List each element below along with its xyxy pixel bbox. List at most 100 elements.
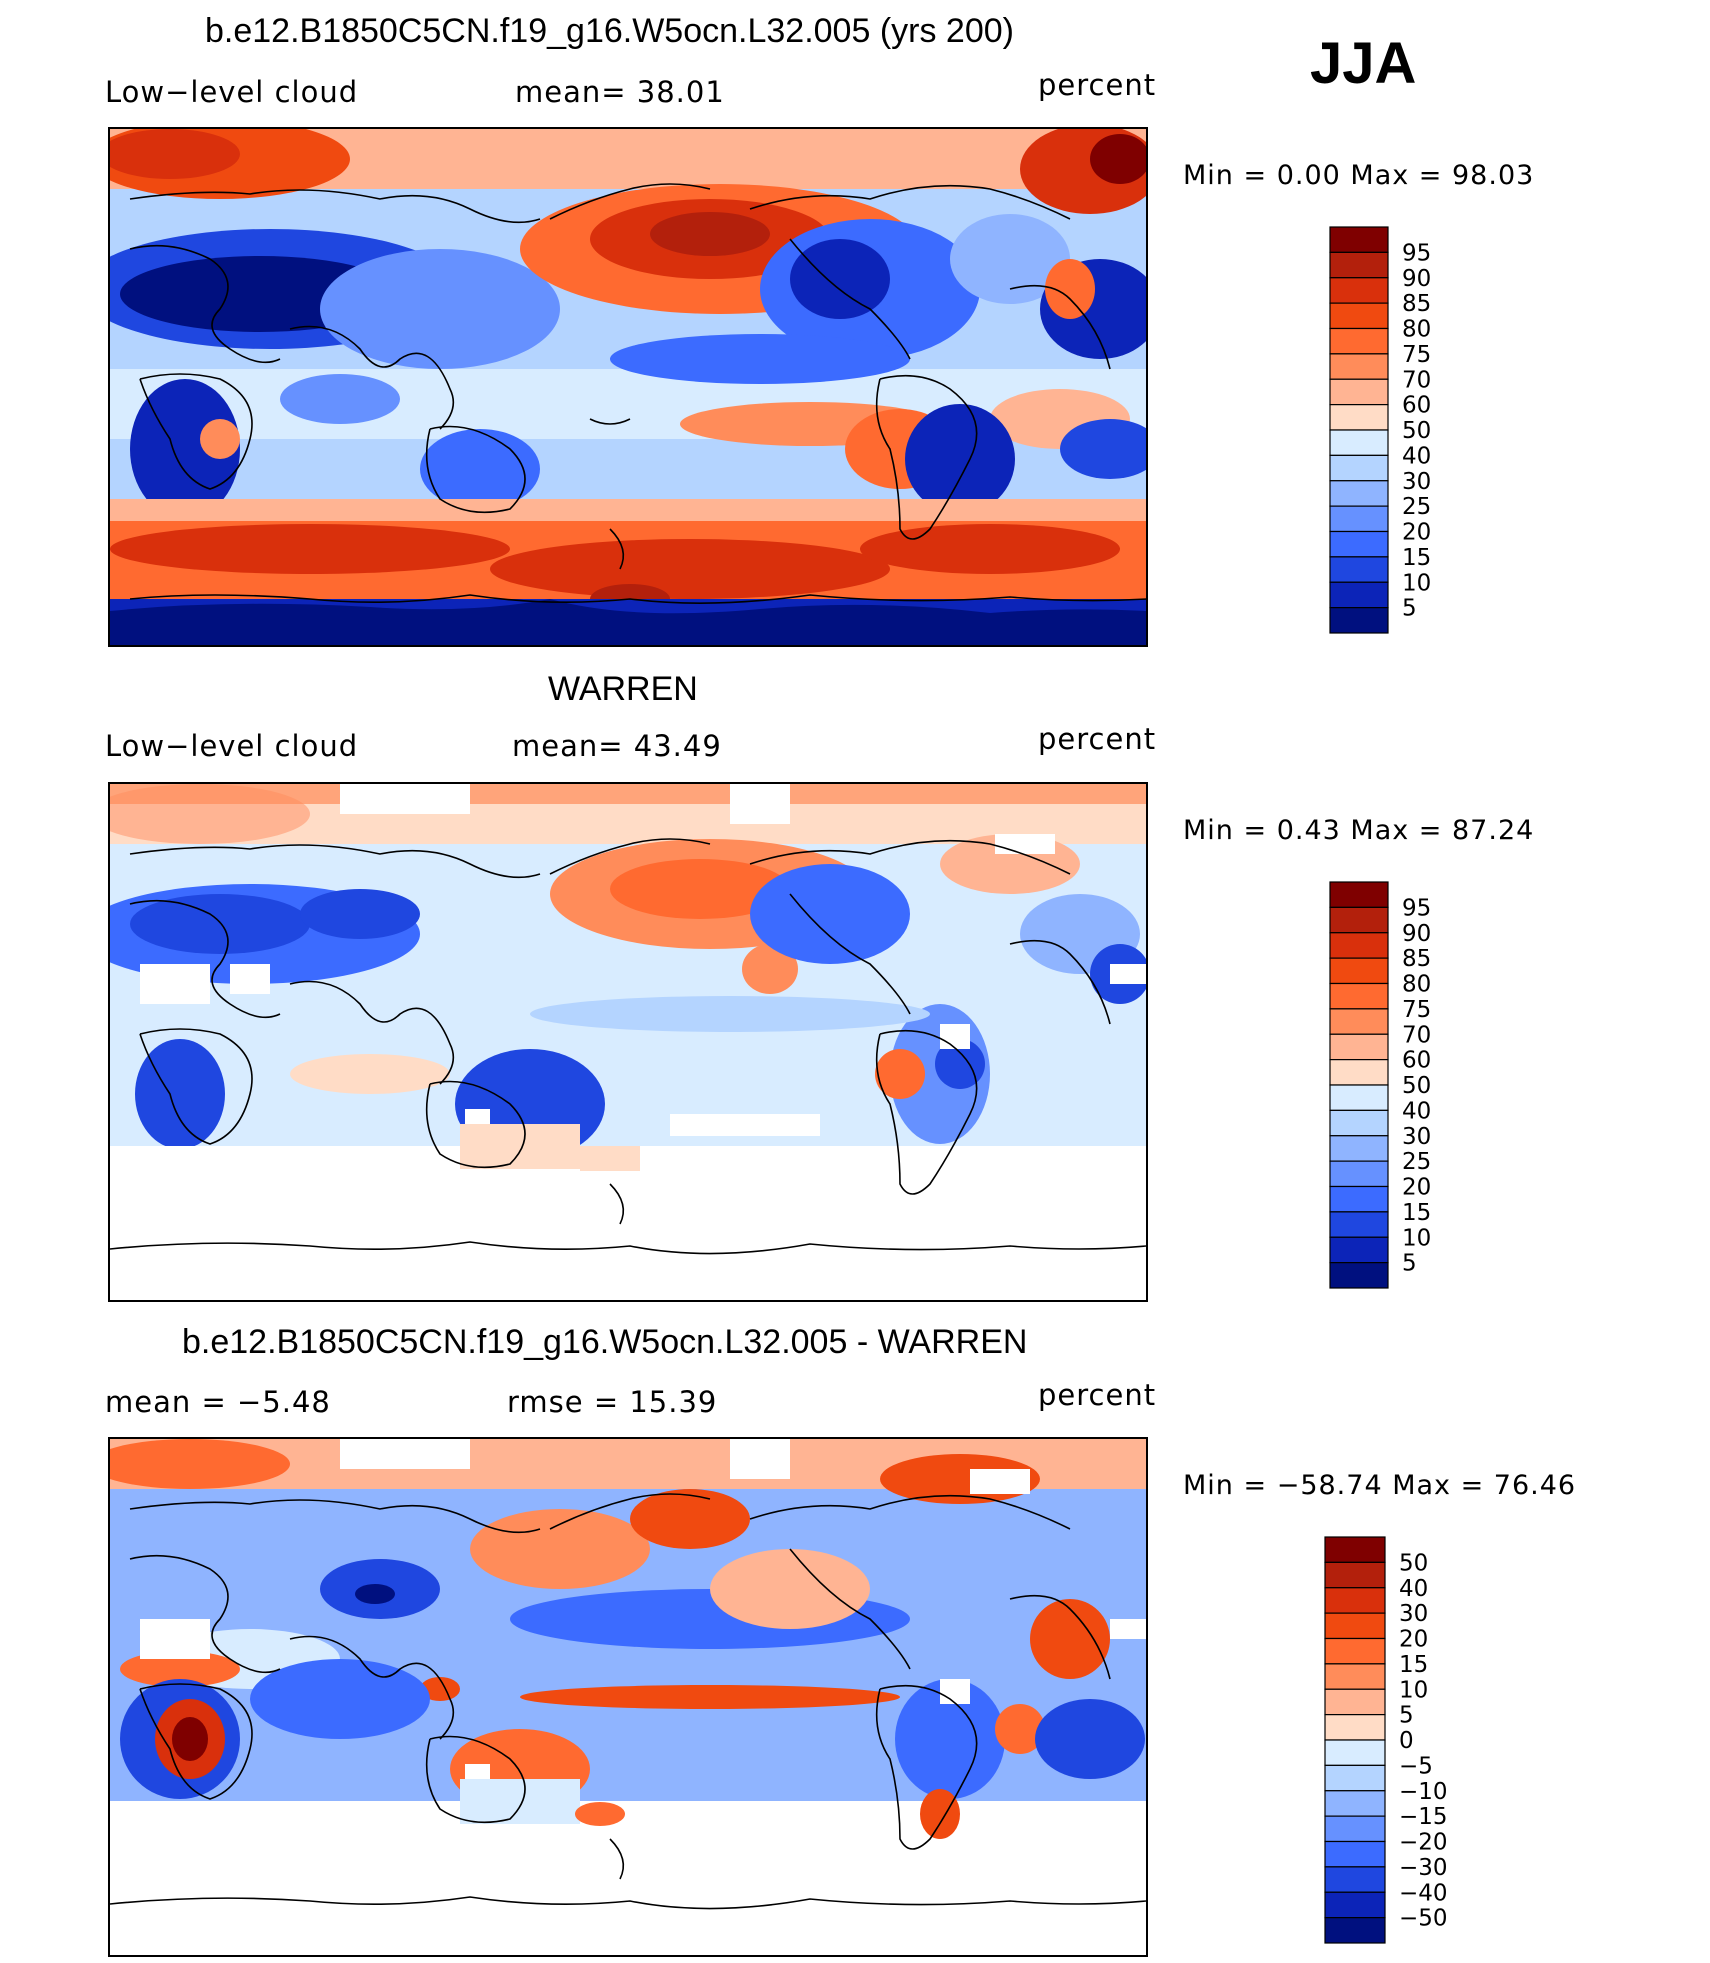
panel3-colorbar-label: 0 <box>1399 1728 1414 1754</box>
panel1-colorbar-swatch <box>1329 277 1389 304</box>
panel1-colorbar-label: 40 <box>1402 443 1431 469</box>
panel1-colorbar-swatch <box>1329 327 1389 355</box>
panel3-colorbar-swatch <box>1324 1739 1386 1766</box>
panel3-colorbar-swatch <box>1324 1561 1386 1589</box>
panel1-variable-label: Low−level cloud <box>105 75 359 109</box>
panel1-colorbar-swatch <box>1329 378 1389 406</box>
panel3-units-label: percent <box>1038 1378 1157 1412</box>
panel3-colorbar-label: 50 <box>1399 1550 1428 1576</box>
panel2-colorbar-label: 50 <box>1402 1073 1431 1099</box>
panel1-colorbar-label: 75 <box>1402 342 1431 368</box>
panel2-colorbar-swatch <box>1329 1185 1389 1213</box>
panel3-mean-label: mean = −5.48 <box>105 1385 331 1419</box>
panel2-colorbar-swatch <box>1329 1236 1389 1264</box>
panel1-colorbar-swatch <box>1329 505 1389 533</box>
panel2-colorbar-swatch <box>1329 881 1389 908</box>
panel2-colorbar-label: 80 <box>1402 972 1431 998</box>
panel2-colorbar-swatch <box>1329 1033 1389 1061</box>
panel3-colorbar-label: 20 <box>1399 1627 1428 1653</box>
panel1-colorbar-label: 30 <box>1402 469 1431 495</box>
panel3-colorbar-swatch <box>1324 1815 1386 1843</box>
panel1-colorbar-label: 10 <box>1402 570 1431 596</box>
panel2-title: WARREN <box>548 670 698 708</box>
panel3-colorbar-label: −10 <box>1399 1779 1448 1805</box>
panel2-colorbar-label: 75 <box>1402 997 1431 1023</box>
panel2-colorbar: 95 90 85 80 75 70 60 50 40 30 25 20 15 10 5 <box>1329 881 1460 1292</box>
panel1-colorbar-label: 25 <box>1402 494 1431 520</box>
panel2-colorbar-label: 90 <box>1402 921 1431 947</box>
panel1-colorbar-label: 90 <box>1402 266 1431 292</box>
panel2-mean-label: mean= 43.49 <box>512 729 722 763</box>
panel3-colorbar-label: 15 <box>1399 1652 1428 1678</box>
panel2-colorbar-swatch <box>1329 1135 1389 1162</box>
panel3-colorbar-label: −40 <box>1399 1880 1448 1906</box>
panel3-colorbar-label: −15 <box>1399 1804 1448 1830</box>
panel3-colorbar: 50 40 30 20 15 10 5 0 −5 −10 −15 −20 −30 −40 −50 <box>1324 1536 1465 1947</box>
panel1-colorbar: 95 90 85 80 75 70 60 50 40 30 25 20 15 10 5 <box>1329 226 1460 637</box>
panel3-colorbar-swatch <box>1324 1790 1386 1817</box>
panel3-colorbar-swatch <box>1324 1764 1386 1792</box>
panel2-colorbar-label: 20 <box>1402 1175 1431 1201</box>
panel1-colorbar-swatch <box>1329 480 1389 507</box>
panel1-colorbar-label: 50 <box>1402 418 1431 444</box>
panel3-rmse-label: rmse = 15.39 <box>507 1385 718 1419</box>
panel1-title: b.e12.B1850C5CN.f19_g16.W5ocn.L32.005 (y… <box>205 12 1014 50</box>
panel2-colorbar-label: 95 <box>1402 895 1431 921</box>
panel1-colorbar-label: 60 <box>1402 393 1431 419</box>
panel3-colorbar-label: −30 <box>1399 1855 1448 1881</box>
panel1-colorbar-label: 95 <box>1402 240 1431 266</box>
panel3-colorbar-label: −50 <box>1399 1906 1448 1932</box>
panel2-colorbar-label: 30 <box>1402 1124 1431 1150</box>
panel3-colorbar-label: 30 <box>1399 1601 1428 1627</box>
panel2-colorbar-swatch <box>1329 1008 1389 1035</box>
panel1-colorbar-label: 20 <box>1402 520 1431 546</box>
panel1-colorbar-swatch <box>1329 251 1389 279</box>
panel3-colorbar-swatch <box>1324 1637 1386 1665</box>
panel3-colorbar-swatch <box>1324 1612 1386 1640</box>
panel2-colorbar-swatch <box>1329 906 1389 934</box>
panel3-colorbar-swatch <box>1324 1536 1386 1563</box>
panel2-colorbar-label: 40 <box>1402 1098 1431 1124</box>
panel2-variable-label: Low−level cloud <box>105 729 359 763</box>
panel1-colorbar-swatch <box>1329 429 1389 456</box>
panel1-colorbar-swatch <box>1329 353 1389 380</box>
panel1-colorbar-label: 15 <box>1402 545 1431 571</box>
panel2-colorbar-swatch <box>1329 1084 1389 1111</box>
panel2-colorbar-label: 25 <box>1402 1149 1431 1175</box>
panel2-colorbar-swatch <box>1329 982 1389 1010</box>
panel3-colorbar-swatch <box>1324 1688 1386 1716</box>
panel1-colorbar-label: 70 <box>1402 367 1431 393</box>
panel3-colorbar-swatch <box>1324 1840 1386 1868</box>
panel2-colorbar-swatch <box>1329 1211 1389 1238</box>
panel1-colorbar-swatch <box>1329 556 1389 583</box>
panel2-map-field <box>110 784 1146 1300</box>
panel2-colorbar-swatch <box>1329 957 1389 985</box>
panel2-colorbar-swatch <box>1329 1160 1389 1188</box>
panel1-colorbar-label: 85 <box>1402 291 1431 317</box>
panel3-colorbar-label: −20 <box>1399 1830 1448 1856</box>
panel1-colorbar-label: 5 <box>1402 596 1417 622</box>
panel3-colorbar-label: 10 <box>1399 1677 1428 1703</box>
panel1-colorbar-swatch <box>1329 454 1389 482</box>
panel2-colorbar-label: 85 <box>1402 946 1431 972</box>
panel1-colorbar-label: 80 <box>1402 317 1431 343</box>
panel2-colorbar-label: 60 <box>1402 1048 1431 1074</box>
panel1-colorbar-swatch <box>1329 581 1389 609</box>
panel2-map <box>108 782 1148 1302</box>
panel1-map <box>108 127 1148 647</box>
panel3-colorbar-swatch <box>1324 1917 1386 1944</box>
panel2-units-label: percent <box>1038 722 1157 756</box>
panel3-colorbar-label: 40 <box>1399 1576 1428 1602</box>
panel2-min-max: Min = 0.43 Max = 87.24 <box>1183 815 1535 846</box>
panel1-colorbar-swatch <box>1329 226 1389 253</box>
panel2-colorbar-swatch <box>1329 1262 1389 1289</box>
panel2-colorbar-swatch <box>1329 1109 1389 1137</box>
panel2-colorbar-label: 70 <box>1402 1022 1431 1048</box>
panel3-colorbar-swatch <box>1324 1866 1386 1893</box>
panel3-map <box>108 1437 1148 1957</box>
panel3-title: b.e12.B1850C5CN.f19_g16.W5ocn.L32.005 - … <box>182 1323 1028 1361</box>
panel2-colorbar-swatch <box>1329 1059 1389 1086</box>
